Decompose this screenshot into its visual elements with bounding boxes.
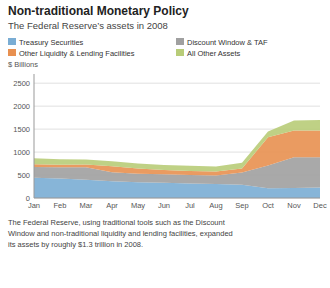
y-tick-label: 1000 [13,148,30,157]
y-axis-line [34,74,35,198]
y-tick-label: 2500 [13,79,30,88]
x-tick-label: Mar [80,201,93,210]
area [34,120,320,172]
legend-swatch [8,49,16,56]
y-tick-label: 1500 [13,125,30,134]
legend-label: Other Liquidity & Lending Facilities [19,49,135,58]
caption: The Federal Reserve, using traditional t… [8,218,233,249]
background [0,0,330,288]
legend-swatch [8,38,16,45]
y-tick-label: 2000 [13,102,30,111]
x-tick-label: Jun [158,201,170,210]
y-tick-label: 500 [17,171,30,180]
y-axis-label: $ Billions [8,60,38,69]
x-tick-label: Feb [54,201,67,210]
legend-swatch [176,49,184,56]
x-tick-label: Nov [287,201,301,210]
x-tick-label: May [131,201,145,210]
areas [34,120,320,198]
subtitle: The Federal Reserve’s assets in 2008 [8,20,168,31]
x-tick-label: Aug [209,201,222,210]
x-axis: Jan Feb Mar Apr May Jun Jul Aug Sep Oct Nov Dec [28,201,327,210]
legend-label: Discount Window & TAF [187,38,268,47]
grid-line [34,83,320,84]
x-axis-line [34,198,320,199]
y-axis: 05001000150020002500 [13,79,320,203]
grid-line [34,198,320,199]
x-tick-label: Dec [313,201,327,210]
legend-label: All Other Assets [187,49,241,58]
legend-label: Treasury Securities [19,38,84,47]
x-tick-label: Sep [235,201,248,210]
legend: Treasury Securities Discount Window & TAF… [8,38,268,58]
chart: Non-traditional Monetary Policy The Feder… [0,0,330,288]
x-tick-label: Apr [106,201,118,210]
legend-swatch [176,38,184,45]
title: Non-traditional Monetary Policy [8,4,189,18]
x-tick-label: Oct [262,201,275,210]
grid-line [34,106,320,107]
x-tick-label: Jul [185,201,195,210]
x-tick-label: Jan [28,201,40,210]
